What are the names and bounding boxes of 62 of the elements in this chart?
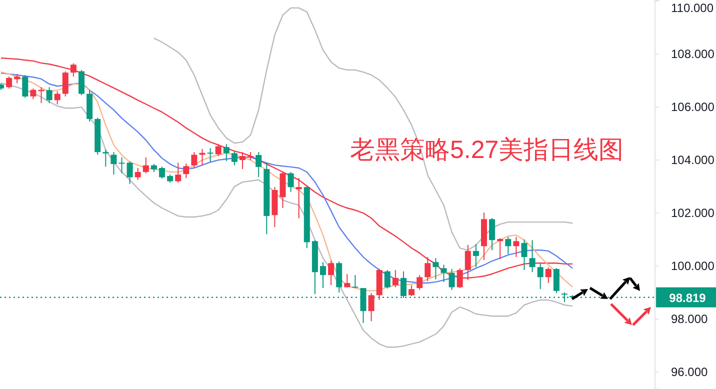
y-tick-label: 102.000 bbox=[671, 206, 715, 220]
candlestick bbox=[30, 88, 36, 100]
y-tick-label: 104.000 bbox=[671, 152, 715, 167]
candlestick bbox=[537, 263, 544, 290]
candlestick bbox=[110, 152, 117, 176]
candlestick bbox=[22, 74, 28, 98]
candlestick bbox=[408, 284, 415, 296]
candlestick bbox=[448, 268, 455, 290]
candlestick bbox=[489, 218, 496, 251]
text: 老黑策略5.27美指日线图 bbox=[350, 136, 624, 164]
candlestick bbox=[521, 239, 528, 271]
candlestick bbox=[328, 260, 334, 286]
candlestick bbox=[191, 152, 198, 168]
candlestick bbox=[513, 236, 520, 258]
candlestick bbox=[497, 238, 504, 260]
candlestick bbox=[416, 274, 423, 290]
ref-line-label: 98.819 bbox=[669, 290, 706, 305]
candlestick bbox=[392, 270, 398, 288]
candlestick bbox=[280, 171, 286, 209]
y-tick-label: 110.000 bbox=[671, 0, 714, 15]
candlestick bbox=[256, 152, 262, 178]
candlestick bbox=[472, 244, 479, 268]
candlestick bbox=[175, 162, 182, 184]
candlestick bbox=[78, 69, 84, 96]
candlestick bbox=[296, 178, 302, 219]
candlestick bbox=[223, 144, 230, 162]
candlestick bbox=[126, 160, 133, 184]
candlestick bbox=[199, 148, 206, 166]
y-tick-label: 96.000 bbox=[671, 364, 708, 379]
candlestick bbox=[46, 86, 52, 104]
candlestick bbox=[320, 262, 326, 289]
candlestick bbox=[344, 273, 350, 288]
candlestick bbox=[62, 70, 68, 97]
candlestick bbox=[352, 274, 358, 288]
candlestick bbox=[384, 270, 390, 290]
candlestick bbox=[142, 156, 149, 174]
candlestick bbox=[215, 144, 222, 157]
candlestick bbox=[545, 266, 552, 284]
candlestick bbox=[70, 62, 76, 78]
candlestick bbox=[240, 152, 246, 170]
y-tick-label: 98.000 bbox=[671, 312, 708, 326]
y-tick-label: 106.000 bbox=[671, 100, 715, 114]
candlestick bbox=[288, 171, 294, 192]
candlestick bbox=[6, 76, 12, 90]
candlestick bbox=[440, 264, 447, 282]
candlestick bbox=[134, 168, 141, 180]
candlestick bbox=[102, 148, 109, 168]
candlestick bbox=[14, 73, 20, 84]
candlestick bbox=[231, 150, 238, 166]
y-tick-label: 100.000 bbox=[671, 258, 715, 273]
candlestick bbox=[505, 236, 512, 255]
candlestick bbox=[368, 292, 374, 322]
candlestick bbox=[54, 90, 60, 105]
candlestick bbox=[432, 258, 439, 280]
line-series bbox=[0, 82, 574, 348]
y-tick-label: 108.000 bbox=[671, 46, 715, 61]
candlestick bbox=[553, 268, 560, 294]
candlestick bbox=[183, 162, 190, 179]
candlestick bbox=[159, 166, 165, 180]
candlestick bbox=[207, 148, 214, 163]
candlestick bbox=[118, 156, 125, 174]
candlestick bbox=[529, 240, 536, 273]
